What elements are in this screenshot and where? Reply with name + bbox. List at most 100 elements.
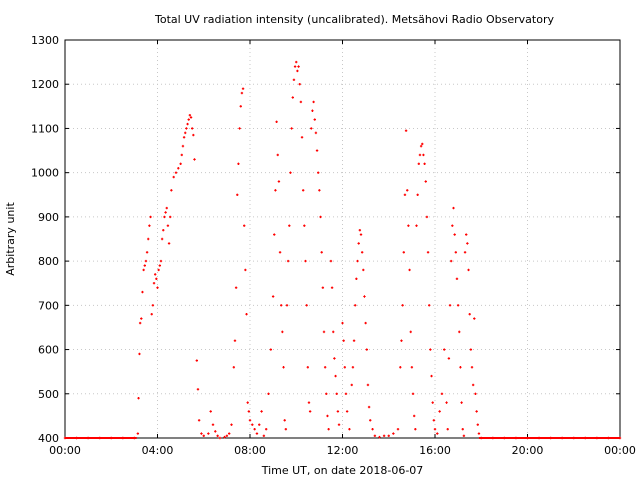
data-point [138,321,142,325]
data-point [264,427,268,431]
data-point [415,224,418,227]
data-point [156,286,159,289]
data-point [196,388,200,391]
data-point [406,189,409,192]
data-point [301,189,305,192]
data-point [410,366,414,369]
data-point [182,136,186,139]
data-point [189,116,193,119]
data-point [253,427,256,431]
data-point [292,78,296,81]
data-point [455,277,459,280]
data-point [409,330,412,334]
data-point [456,304,460,307]
y-tick-label: 400 [38,432,59,445]
data-point [269,348,273,351]
y-tick-label: 800 [38,255,59,268]
data-point [273,233,276,236]
data-point [307,401,311,404]
data-point [177,167,180,170]
data-point [318,189,321,192]
data-point [416,193,419,196]
data-point [460,401,463,404]
data-point [366,383,370,387]
data-point [262,434,266,437]
data-point [149,215,152,219]
data-point [311,109,314,112]
data-point [357,242,360,245]
data-point [190,127,194,130]
data-point [356,259,359,263]
data-point [258,423,261,426]
data-point [283,419,286,422]
data-point [244,268,247,272]
data-point [407,224,410,227]
data-point [433,427,437,431]
data-point [327,427,330,431]
data-point [319,215,322,219]
data-point [453,233,456,236]
data-point [145,251,149,254]
data-point [216,434,219,437]
data-point [443,348,446,351]
data-point [402,251,405,254]
data-point [147,237,150,241]
data-point [209,410,212,413]
data-point [321,286,325,289]
data-point [185,127,188,130]
data-point [246,401,249,404]
data-point [426,251,430,254]
data-point [232,366,236,369]
data-point [300,136,304,139]
data-point [276,153,279,157]
data-point [153,273,157,276]
data-point [425,215,429,219]
data-point [234,286,238,289]
data-point [387,434,390,437]
data-point [214,430,217,433]
data-point [422,153,425,157]
data-point [404,129,408,132]
data-point [373,434,377,437]
data-point [315,149,319,152]
data-point [296,69,299,73]
data-point [350,383,353,387]
data-point [197,419,201,422]
data-point [423,162,426,166]
data-point [293,65,297,68]
x-tick-label: 12:00 [327,444,359,457]
y-tick-label: 1000 [31,167,59,180]
chart-title: Total UV radiation intensity (uncalibrat… [154,13,554,26]
data-point [473,317,476,320]
data-point [449,259,453,263]
data-point [186,122,189,126]
data-point [192,133,195,137]
data-point [218,436,222,440]
data-point [341,321,344,325]
data-point [447,357,451,360]
y-tick-label: 1200 [31,78,59,91]
data-point [304,259,307,263]
data-point [364,321,367,325]
data-point [476,423,479,426]
data-point [155,277,158,280]
data-point [152,282,156,285]
data-point [299,100,303,104]
data-point [436,432,439,435]
data-point [207,432,210,435]
data-point [305,304,308,307]
data-point [136,432,140,435]
data-point [333,357,336,360]
data-point [428,304,431,307]
data-point [451,224,454,227]
data-point [172,175,175,179]
data-point [277,180,281,183]
data-point [303,224,306,227]
data-point [392,432,395,435]
data-point [360,251,364,254]
data-point [461,427,464,431]
y-tick-label: 600 [38,344,59,357]
data-point [369,419,372,422]
data-point [138,352,141,356]
